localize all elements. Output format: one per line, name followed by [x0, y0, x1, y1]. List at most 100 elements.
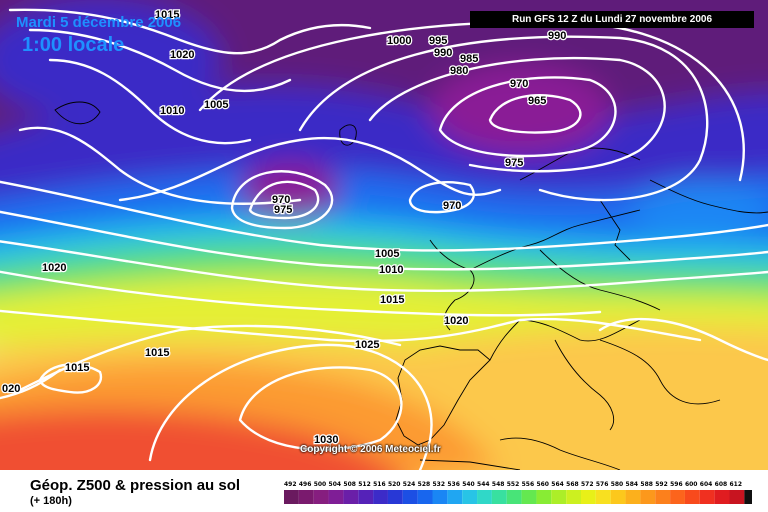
- legend-swatch: [506, 490, 522, 504]
- legend-tick-label: 608: [715, 481, 728, 488]
- legend-tick-label: 580: [611, 481, 624, 488]
- map-caption: Géop. Z500 & pression au sol: [30, 477, 241, 494]
- legend-tick-label: 576: [596, 481, 609, 488]
- legend-swatch: [447, 490, 463, 504]
- legend-swatch: [595, 490, 611, 504]
- isobar-lines: [0, 8, 768, 470]
- legend-swatch: [729, 490, 745, 504]
- isobar-label: 970: [443, 200, 461, 212]
- legend-swatch: [343, 490, 359, 504]
- legend-tick-label: 552: [507, 481, 520, 488]
- legend-swatch: [714, 490, 730, 504]
- forecast-date: Mardi 5 décembre 2006: [16, 14, 182, 31]
- isobar-label: 975: [274, 204, 292, 216]
- forecast-offset: (+ 180h): [30, 495, 72, 507]
- isobar-label: 1010: [160, 105, 184, 117]
- legend-tick-label: 556: [522, 481, 535, 488]
- model-run-info: Run GFS 12 Z du Lundi 27 novembre 2006: [470, 11, 754, 28]
- legend-tick-label: 504: [329, 481, 342, 488]
- isobar-label: 1010: [379, 264, 403, 276]
- legend-swatch: [566, 490, 581, 504]
- legend-tick-label: 508: [343, 481, 356, 488]
- legend-tick-label: 588: [640, 481, 653, 488]
- isobar-label: 1000: [387, 35, 411, 47]
- isobar-label: 990: [548, 30, 566, 42]
- legend-tick-label: 612: [730, 481, 743, 488]
- isobar-label: 990: [434, 47, 452, 59]
- legend-tick-label: 528: [418, 481, 431, 488]
- legend-swatch: [298, 490, 314, 504]
- color-scale-legend: 492 496 500 504 508 512 516 520 524 528 532 536 540 5…: [284, 481, 752, 504]
- isobar-label: 1030: [314, 434, 338, 446]
- legend-tick-label: 536: [447, 481, 460, 488]
- isobar-label: 970: [510, 78, 528, 90]
- isobar-label: 1015: [145, 347, 169, 359]
- legend-swatch: [670, 490, 685, 504]
- isobar-label: 1005: [375, 248, 399, 260]
- legend-swatch: [328, 490, 344, 504]
- copyright: Copyright © 2006 Meteociel.fr: [300, 444, 441, 455]
- isobar-label: 1020: [444, 315, 468, 327]
- legend-swatch: [551, 490, 567, 504]
- legend-swatch: [402, 490, 418, 504]
- legend-swatch: [284, 490, 299, 504]
- legend-tick-label: 548: [492, 481, 505, 488]
- isobar-label: 995: [429, 35, 447, 47]
- isobar-label: 1015: [65, 362, 89, 374]
- legend-swatch: [313, 490, 329, 504]
- legend-tick-label: 496: [299, 481, 312, 488]
- legend-tick-label: 568: [566, 481, 579, 488]
- legend-tick-label: 512: [358, 481, 371, 488]
- isobar-label: 1015: [380, 294, 404, 306]
- legend-swatch: [744, 490, 752, 504]
- legend-swatch: [417, 490, 433, 504]
- legend-tick-label: 600: [685, 481, 698, 488]
- legend-swatch: [684, 490, 700, 504]
- legend-swatch: [640, 490, 656, 504]
- isobar-label: 965: [528, 95, 546, 107]
- legend-tick-label: 592: [655, 481, 668, 488]
- legend-tick-label: 596: [670, 481, 683, 488]
- isobar-label: 1005: [204, 99, 228, 111]
- isobar-label: 970: [272, 194, 290, 206]
- legend-tick-label: 604: [700, 481, 713, 488]
- legend-tick-label: 524: [403, 481, 416, 488]
- legend-swatch: [699, 490, 715, 504]
- legend-tick-label: 584: [626, 481, 639, 488]
- isobar-label: 1025: [355, 339, 379, 351]
- legend-swatch: [387, 490, 403, 504]
- isobar-label: 1020: [170, 49, 194, 61]
- legend-swatch: [521, 490, 537, 504]
- legend-tick-label: 532: [433, 481, 446, 488]
- isobar-label: 1020: [42, 262, 66, 274]
- legend-swatch: [536, 490, 552, 504]
- isobar-label: 985: [460, 53, 478, 65]
- local-time: 1:00 locale: [22, 34, 125, 56]
- legend-tick-label: 572: [581, 481, 594, 488]
- legend-tick-label: 492: [284, 481, 297, 488]
- legend-tick-label: 544: [477, 481, 490, 488]
- legend-swatch: [610, 490, 626, 504]
- legend-tick-label: 540: [462, 481, 475, 488]
- isobar-label: 020: [2, 383, 20, 395]
- legend-swatch: [477, 490, 492, 504]
- legend-swatch: [373, 490, 388, 504]
- legend-swatch: [358, 490, 374, 504]
- geopotential-field: [0, 0, 768, 470]
- legend-swatch: [491, 490, 507, 504]
- legend-tick-label: 564: [551, 481, 564, 488]
- legend-tick-label: 520: [388, 481, 401, 488]
- legend-swatch: [581, 490, 596, 504]
- isobar-label: 975: [505, 157, 523, 169]
- legend-swatch: [432, 490, 448, 504]
- legend-swatch: [625, 490, 641, 504]
- legend-swatch: [462, 490, 478, 504]
- isobar-label: 1015: [155, 9, 179, 21]
- isobar-label: 980: [450, 65, 468, 77]
- legend-swatch: [655, 490, 671, 504]
- legend-tick-label: 560: [536, 481, 549, 488]
- legend-tick-label: 516: [373, 481, 386, 488]
- legend-tick-label: 500: [314, 481, 327, 488]
